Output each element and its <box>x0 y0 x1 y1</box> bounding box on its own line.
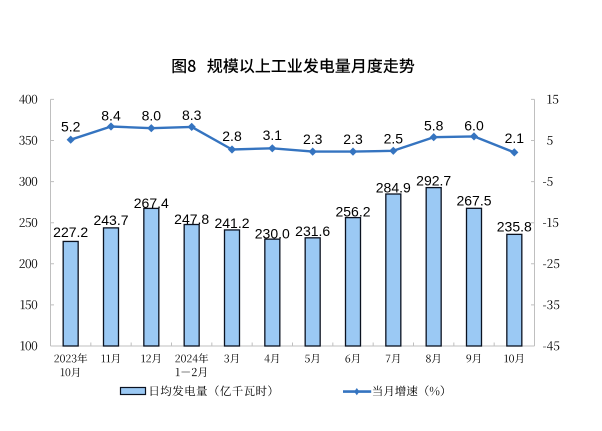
svg-text:231.6: 231.6 <box>295 223 330 239</box>
svg-text:2.8: 2.8 <box>222 128 242 144</box>
svg-text:267.4: 267.4 <box>134 195 169 211</box>
svg-text:241.2: 241.2 <box>214 215 249 231</box>
svg-text:292.7: 292.7 <box>416 173 451 189</box>
svg-text:230.0: 230.0 <box>255 226 290 242</box>
svg-text:284.9: 284.9 <box>376 180 411 196</box>
svg-text:3.1: 3.1 <box>263 127 283 143</box>
svg-text:8.0: 8.0 <box>142 108 162 124</box>
svg-text:2.1: 2.1 <box>505 130 525 146</box>
svg-text:235.8: 235.8 <box>497 218 532 234</box>
svg-text:5.2: 5.2 <box>61 119 81 135</box>
svg-text:2.3: 2.3 <box>303 131 323 147</box>
svg-text:2.3: 2.3 <box>343 131 363 147</box>
svg-text:267.5: 267.5 <box>456 193 491 209</box>
svg-text:256.2: 256.2 <box>335 203 370 219</box>
svg-text:8.4: 8.4 <box>101 108 121 124</box>
svg-text:2.5: 2.5 <box>384 131 404 147</box>
svg-text:6.0: 6.0 <box>464 118 484 134</box>
svg-text:227.2: 227.2 <box>53 224 88 240</box>
svg-text:8.3: 8.3 <box>182 107 202 123</box>
svg-text:5.8: 5.8 <box>424 118 444 134</box>
svg-text:247.8: 247.8 <box>174 211 209 227</box>
svg-text:243.7: 243.7 <box>93 212 128 228</box>
